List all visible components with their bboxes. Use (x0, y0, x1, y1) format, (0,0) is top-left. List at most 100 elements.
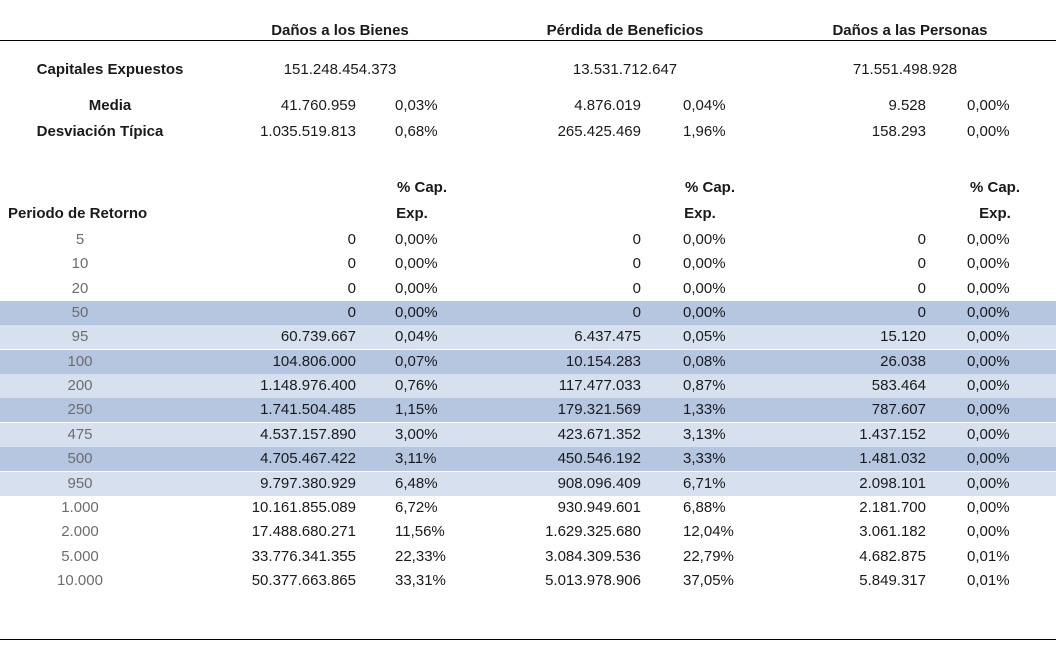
bienes-pct-cell: 0,00% (395, 231, 438, 248)
beneficios-pct-cell: 0,00% (683, 304, 726, 321)
bienes-value-cell: 0 (347, 231, 356, 248)
personas-value-cell: 4.682.875 (859, 548, 926, 565)
bienes-pct-cell: 22,33% (395, 548, 446, 565)
bienes-pct-cell: 6,48% (395, 475, 438, 492)
period-cell: 2.000 (61, 523, 99, 540)
personas-pct-cell: 0,00% (967, 353, 1010, 370)
stat-label: Media (88, 97, 132, 114)
stat-personas-value: 9.528 (888, 97, 926, 114)
beneficios-pct-cell: 0,05% (683, 328, 726, 345)
stat-personas-pct: 0,00% (967, 97, 1010, 114)
stat-personas-value: 158.293 (871, 123, 926, 140)
bienes-pct-cell: 0,07% (395, 353, 438, 370)
row-highlight-band (0, 325, 1056, 349)
bienes-value-cell: 9.797.380.929 (260, 475, 356, 492)
bienes-pct-cell: 3,11% (395, 450, 437, 467)
stat-label: Desviación Típica (36, 123, 164, 140)
beneficios-pct-cell: 0,00% (683, 231, 726, 248)
beneficios-value-cell: 3.084.309.536 (545, 548, 641, 565)
stat-beneficios-value: 4.876.019 (574, 97, 641, 114)
stat-beneficios-pct: 1,96% (683, 123, 726, 140)
bienes-value-cell: 50.377.663.865 (251, 572, 356, 589)
personas-value-cell: 0 (917, 304, 926, 321)
beneficios-pct-cell: 1,33% (683, 401, 726, 418)
pct-header-personas-line2: Exp. (979, 205, 1011, 222)
personas-pct-cell: 0,00% (967, 255, 1010, 272)
bienes-value-cell: 60.739.667 (280, 328, 356, 345)
bienes-pct-cell: 6,72% (395, 499, 438, 516)
beneficios-pct-cell: 0,87% (683, 377, 726, 394)
pct-header-personas-line1: % Cap. (969, 179, 1020, 196)
beneficios-pct-cell: 3,33% (683, 450, 726, 467)
beneficios-pct-cell: 6,71% (683, 475, 726, 492)
personas-value-cell: 583.464 (871, 377, 926, 394)
capitales-bienes: 151.248.454.373 (283, 61, 397, 78)
period-cell: 1.000 (61, 499, 99, 516)
period-cell: 95 (71, 328, 89, 345)
bienes-value-cell: 1.148.976.400 (260, 377, 356, 394)
beneficios-value-cell: 6.437.475 (574, 328, 641, 345)
beneficios-value-cell: 10.154.283 (565, 353, 641, 370)
beneficios-value-cell: 179.321.569 (557, 401, 641, 418)
personas-pct-cell: 0,00% (967, 231, 1010, 248)
bienes-pct-cell: 3,00% (395, 426, 438, 443)
row-highlight-band (0, 447, 1056, 471)
beneficios-value-cell: 908.096.409 (557, 475, 641, 492)
bienes-value-cell: 104.806.000 (272, 353, 356, 370)
beneficios-value-cell: 0 (632, 280, 641, 297)
period-cell: 100 (67, 353, 93, 370)
personas-pct-cell: 0,01% (967, 572, 1010, 589)
row-highlight-band (0, 374, 1056, 398)
personas-pct-cell: 0,00% (967, 304, 1010, 321)
personas-value-cell: 787.607 (871, 401, 926, 418)
bienes-value-cell: 4.537.157.890 (260, 426, 356, 443)
personas-pct-cell: 0,01% (967, 548, 1010, 565)
row-highlight-band (0, 301, 1056, 325)
personas-pct-cell: 0,00% (967, 475, 1010, 492)
period-cell: 500 (67, 450, 93, 467)
header-danos-personas: Daños a las Personas (832, 22, 988, 39)
stat-bienes-value: 1.035.519.813 (260, 123, 356, 140)
bottom-rule (0, 639, 1056, 640)
row-highlight-band (0, 398, 1056, 422)
beneficios-pct-cell: 0,08% (683, 353, 726, 370)
beneficios-value-cell: 423.671.352 (557, 426, 641, 443)
capitales-label: Capitales Expuestos (36, 61, 184, 78)
period-cell: 475 (67, 426, 93, 443)
beneficios-value-cell: 117.477.033 (558, 377, 641, 394)
bienes-pct-cell: 11,56% (395, 523, 445, 540)
bienes-pct-cell: 0,04% (395, 328, 438, 345)
pct-header-bienes-line2: Exp. (396, 205, 428, 222)
beneficios-value-cell: 0 (632, 304, 641, 321)
row-highlight-band (0, 423, 1056, 447)
beneficios-pct-cell: 22,79% (683, 548, 734, 565)
beneficios-pct-cell: 12,04% (683, 523, 734, 540)
personas-value-cell: 1.481.032 (859, 450, 926, 467)
bienes-value-cell: 1.741.504.485 (260, 401, 356, 418)
bienes-value-cell: 0 (347, 255, 356, 272)
personas-pct-cell: 0,00% (967, 499, 1010, 516)
period-cell: 200 (67, 377, 93, 394)
header-danos-bienes: Daños a los Bienes (271, 22, 409, 39)
period-cell: 250 (67, 401, 93, 418)
bienes-pct-cell: 1,15% (395, 401, 438, 418)
beneficios-pct-cell: 0,00% (683, 255, 726, 272)
capitales-personas: 71.551.498.928 (852, 61, 958, 78)
personas-value-cell: 1.437.152 (859, 426, 926, 443)
personas-pct-cell: 0,00% (967, 523, 1010, 540)
personas-value-cell: 2.181.700 (859, 499, 926, 516)
bienes-value-cell: 10.161.855.089 (251, 499, 356, 516)
beneficios-value-cell: 0 (632, 255, 641, 272)
bienes-value-cell: 0 (347, 304, 356, 321)
bienes-pct-cell: 0,76% (395, 377, 438, 394)
personas-value-cell: 26.038 (880, 353, 926, 370)
stat-beneficios-pct: 0,04% (683, 97, 726, 114)
personas-value-cell: 0 (917, 280, 926, 297)
stat-personas-pct: 0,00% (967, 123, 1010, 140)
period-cell: 10.000 (57, 572, 103, 589)
personas-value-cell: 0 (917, 231, 926, 248)
beneficios-value-cell: 1.629.325.680 (545, 523, 641, 540)
beneficios-value-cell: 450.546.192 (557, 450, 641, 467)
period-cell: 950 (67, 475, 93, 492)
beneficios-pct-cell: 0,00% (683, 280, 726, 297)
